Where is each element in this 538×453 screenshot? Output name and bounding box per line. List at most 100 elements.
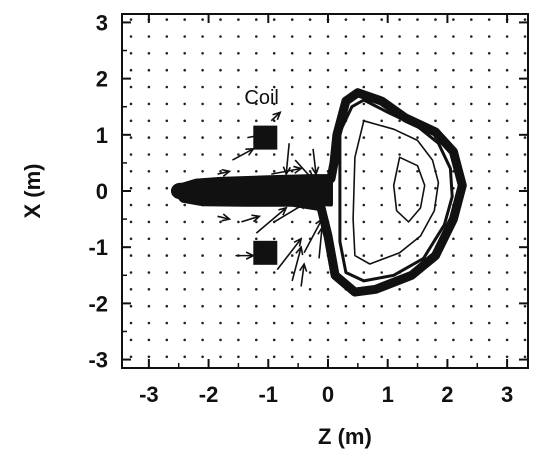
field-vector-head <box>299 201 309 210</box>
field-dot <box>434 355 437 359</box>
field-dot <box>487 68 491 72</box>
field-dot <box>505 338 509 342</box>
field-dot <box>237 68 240 72</box>
field-dot <box>326 288 330 291</box>
field-dot <box>326 355 330 359</box>
field-dot <box>470 338 473 342</box>
field-dot <box>201 220 204 224</box>
field-dot <box>237 355 240 359</box>
field-dot <box>183 321 186 325</box>
field-dot <box>308 68 312 72</box>
field-dot <box>201 304 204 308</box>
field-dot <box>147 85 151 89</box>
field-dot <box>237 18 240 21</box>
field-dot <box>147 119 151 123</box>
field-dot <box>290 321 294 325</box>
field-dot <box>129 186 133 190</box>
field-dot <box>165 136 169 139</box>
field-vector <box>311 148 320 176</box>
plasma-contour <box>338 98 454 283</box>
field-dot <box>237 288 240 291</box>
field-dot <box>183 288 186 291</box>
field-dot <box>505 321 509 325</box>
field-dot <box>165 237 169 241</box>
field-dot <box>272 355 276 359</box>
field-dot <box>362 136 366 139</box>
field-dot <box>272 288 276 291</box>
field-dot <box>290 288 294 291</box>
field-dot <box>147 321 151 325</box>
field-dot <box>523 288 527 291</box>
coil-lower <box>253 240 278 265</box>
field-dot <box>380 68 384 72</box>
plasma-jet <box>170 175 333 207</box>
field-vector <box>299 262 308 287</box>
field-dot <box>487 254 491 257</box>
field-dot <box>219 68 222 72</box>
field-dot <box>398 237 401 241</box>
field-vector-shaft <box>241 215 260 223</box>
field-dot <box>398 170 401 173</box>
field-dot <box>254 102 258 106</box>
field-dot <box>219 102 222 106</box>
field-dot <box>147 170 151 173</box>
field-dot <box>452 136 455 139</box>
field-dot <box>129 52 133 55</box>
field-dot <box>505 355 509 359</box>
field-dot <box>416 153 419 156</box>
field-dot <box>129 153 133 156</box>
field-dot <box>147 304 151 308</box>
field-dot <box>290 254 294 257</box>
field-dot <box>398 18 401 21</box>
field-dot <box>129 271 133 274</box>
field-dot <box>165 153 169 156</box>
field-dot <box>219 321 222 325</box>
field-dot <box>254 170 258 173</box>
field-dot <box>362 355 366 359</box>
field-dot <box>183 170 186 173</box>
field-dot <box>398 186 401 190</box>
field-vector <box>273 201 309 223</box>
field-dot <box>129 288 133 291</box>
field-dot <box>326 119 330 123</box>
field-dot <box>398 338 401 342</box>
field-dot <box>326 35 330 38</box>
field-dot <box>470 102 473 106</box>
field-dot <box>183 220 186 224</box>
field-dot <box>416 186 419 190</box>
field-dot <box>219 85 222 89</box>
field-dot <box>505 203 509 207</box>
field-vector <box>291 245 304 282</box>
field-vector-shaft <box>318 227 323 259</box>
field-dot <box>344 338 348 342</box>
field-dot <box>523 271 527 274</box>
field-dot <box>470 68 473 72</box>
field-dot <box>398 119 401 123</box>
field-dot <box>470 52 473 55</box>
field-dot <box>434 186 437 190</box>
field-dot <box>272 35 276 38</box>
field-vector-shaft <box>217 215 230 220</box>
field-dot <box>452 35 455 38</box>
field-dot <box>237 271 240 274</box>
field-dot <box>326 153 330 156</box>
plasma-jet-tip <box>170 182 189 200</box>
field-dot <box>147 136 151 139</box>
field-dot <box>362 170 366 173</box>
field-dot <box>470 304 473 308</box>
field-dot <box>326 68 330 72</box>
field-dot <box>380 271 384 274</box>
field-dot <box>290 85 294 89</box>
field-dot <box>398 203 401 207</box>
field-vector-head <box>315 217 323 228</box>
field-vector-shaft <box>217 170 230 175</box>
field-vector <box>217 213 232 222</box>
field-dot <box>272 102 276 106</box>
field-dot <box>201 338 204 342</box>
field-dot <box>201 321 204 325</box>
field-dot <box>487 18 491 21</box>
field-dot <box>254 237 258 241</box>
field-dot <box>398 220 401 224</box>
field-dot <box>470 203 473 207</box>
field-dot <box>487 203 491 207</box>
